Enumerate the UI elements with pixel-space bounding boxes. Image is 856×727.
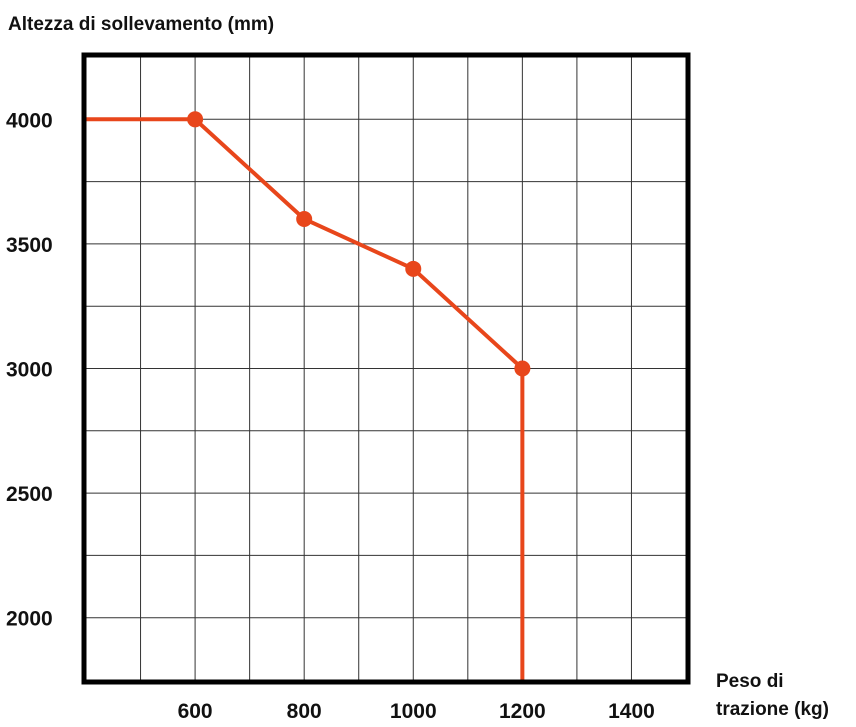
x-tick-label-1200: 1200 — [499, 700, 546, 723]
x-axis-title-line-1: Peso di — [716, 671, 784, 692]
x-axis-title: Peso di trazione (kg) — [716, 671, 829, 720]
x-tick-label-800: 800 — [287, 700, 322, 723]
y-tick-label-3500: 3500 — [6, 234, 53, 257]
series-line — [86, 117, 525, 680]
x-tick-label-600: 600 — [178, 700, 213, 723]
y-tick-label-4000: 4000 — [6, 109, 53, 132]
series-layer — [86, 111, 531, 680]
x-tick-labels: 600 800 1000 1200 1400 — [178, 700, 655, 723]
x-tick-label-1000: 1000 — [390, 700, 437, 723]
data-point-600 — [187, 111, 204, 128]
data-point-800 — [296, 210, 313, 227]
y-tick-label-2500: 2500 — [6, 483, 53, 506]
y-axis-title: Altezza di sollevamento (mm) — [8, 14, 274, 35]
y-tick-label-3000: 3000 — [6, 359, 53, 382]
x-axis-title-line-2: trazione (kg) — [716, 699, 829, 720]
data-point-1200 — [514, 360, 531, 377]
y-tick-labels: 2000 2500 3000 3500 4000 — [6, 109, 53, 630]
grid — [86, 57, 686, 680]
y-tick-label-2000: 2000 — [6, 608, 53, 631]
plot-frame — [81, 52, 691, 685]
data-point-1000 — [405, 260, 422, 277]
x-tick-label-1400: 1400 — [608, 700, 655, 723]
